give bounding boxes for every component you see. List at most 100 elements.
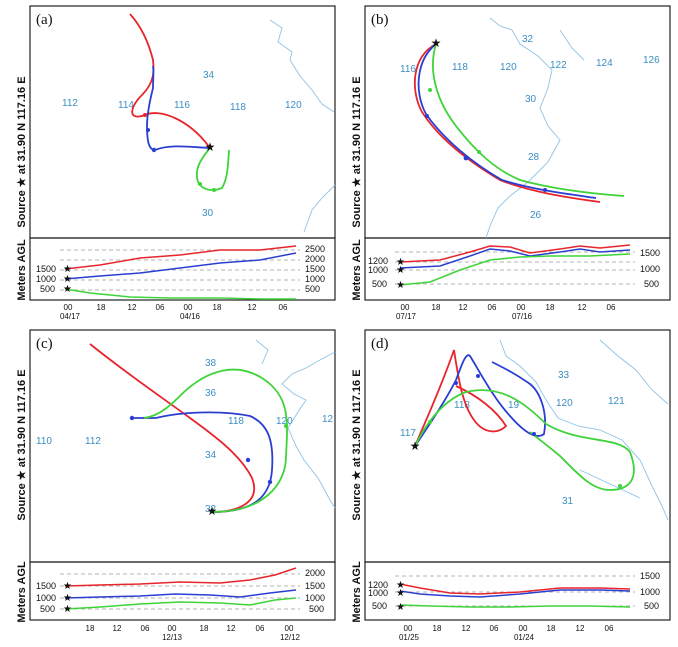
panel-d-height-frame	[364, 561, 671, 621]
panel-b-grid-label: 28	[528, 152, 540, 163]
panel-d-height-axis-label: Meters AGL	[351, 561, 363, 623]
panel-c: (c) Source ★ at 31.90 N 117.16 E Meters …	[16, 329, 336, 642]
panel-c-time-tick: 06	[141, 624, 150, 633]
panel-c-grid-label: 12	[322, 414, 334, 425]
panel-c-height-right-label: 500	[309, 604, 324, 614]
panel-b-grid-label: 30	[525, 94, 537, 105]
panel-a-grid-label: 116	[174, 100, 190, 111]
panel-d: (d) Source ★ at 31.90 N 117.16 E Meters …	[351, 329, 671, 642]
panel-b-source-star-icon: ★	[431, 36, 442, 50]
panel-a-time-tick: 12	[128, 303, 137, 312]
panel-c-grid-label: 36	[205, 388, 217, 399]
panel-a-time-tick: 00	[64, 303, 73, 312]
panel-d-time-tick: 00	[404, 624, 413, 633]
panel-d-height-plot: 1200 1000 500 ★ ★ ★ 1500 1000 500	[368, 571, 660, 613]
panel-c-height-frame	[29, 561, 336, 621]
panel-c-time-tick: 06	[256, 624, 265, 633]
panel-a-height-axis-label: Meters AGL	[16, 239, 28, 301]
panel-b-date-label: 07/16	[512, 312, 533, 321]
panel-a-height-frame	[29, 237, 336, 301]
panel-a: (a) Source ★ at 31.90 N 117.16 E Meters …	[16, 5, 336, 321]
panel-a-height-left-label: 1000	[36, 274, 56, 284]
panel-a-time-tick: 18	[97, 303, 106, 312]
panel-d-grid-label: 31	[562, 496, 574, 507]
panel-d-blue-trajectory	[414, 354, 546, 447]
panel-d-height-left-label: 500	[372, 601, 387, 611]
panel-d-grid-label: 118	[454, 400, 470, 411]
panel-d-time-tick: 18	[433, 624, 442, 633]
panel-a-height-plot: 1500 1000 500 ★ ★ ★ 2500 2000 1500 1000 …	[36, 244, 325, 300]
svg-text:★: ★	[396, 265, 405, 276]
panel-a-green-trajectory	[195, 147, 230, 191]
panel-c-date-label: 12/12	[280, 633, 301, 642]
panel-d-height-right-label: 1500	[640, 571, 660, 581]
panel-d-time-tick: 18	[547, 624, 556, 633]
panel-c-height-right-label: 2000	[305, 568, 325, 578]
panel-a-letter: (a)	[36, 12, 53, 28]
panel-d-grid-label: 33	[558, 370, 570, 381]
panel-a-grid-label: 118	[230, 102, 246, 113]
svg-text:★: ★	[63, 284, 72, 295]
panel-c-height-axis-label: Meters AGL	[16, 561, 28, 623]
panel-d-date-label: 01/25	[399, 633, 420, 642]
panel-b-grid-label: 124	[596, 58, 613, 69]
panel-b-time-tick: 12	[578, 303, 587, 312]
svg-text:★: ★	[63, 264, 72, 275]
panel-b-time-tick: 18	[432, 303, 441, 312]
panel-a-grid-label: 30	[202, 208, 214, 219]
panel-b-grid-label: 118	[452, 62, 468, 73]
panel-c-grid-label: 32	[205, 504, 217, 515]
panel-c-time-tick: 12	[113, 624, 122, 633]
panel-c-grid-label: 112	[85, 436, 101, 447]
panel-a-time-tick: 06	[156, 303, 165, 312]
panel-a-grid-label: 34	[203, 70, 215, 81]
panel-b-grid-label: 32	[522, 34, 534, 45]
panel-d-height-right-label: 1000	[640, 587, 660, 597]
panel-a-trajectories: ★	[129, 13, 230, 192]
panel-b-grid-label: 120	[500, 62, 517, 73]
panel-b-height-left-label: 500	[372, 279, 387, 289]
svg-text:★: ★	[396, 588, 405, 599]
panel-c-map-frame	[29, 329, 336, 563]
panel-a-height-right-label: 2000	[305, 254, 325, 264]
panel-d-height-left-label: 1200	[368, 580, 388, 590]
panel-c-height-right-label: 1000	[305, 593, 325, 603]
panel-c-trajectories: ★	[89, 343, 288, 518]
panel-d-time-tick: 12	[462, 624, 471, 633]
panel-c-height-plot: 1500 1000 500 ★ ★ ★ 2000 1500 1000 500	[36, 567, 325, 615]
panel-b-grid-label: 126	[643, 55, 660, 66]
panel-a-grid-label: 120	[285, 100, 302, 111]
panel-b-green-trajectory	[432, 43, 625, 197]
panel-c-red-trajectory	[89, 343, 255, 513]
panel-d-source-star-icon: ★	[410, 439, 421, 453]
panel-b-time-tick: 18	[546, 303, 555, 312]
panel-b-time-tick: 06	[488, 303, 497, 312]
panel-d-time-tick: 06	[605, 624, 614, 633]
panel-c-time-tick: 00	[285, 624, 294, 633]
panel-c-blue-trajectory	[132, 411, 274, 513]
panel-d-green-trajectory	[414, 389, 635, 491]
panel-b-red-trajectory	[413, 43, 601, 203]
panel-c-time-tick: 12	[227, 624, 236, 633]
panel-d-source-label: Source ★ at 31.90 N 117.16 E	[351, 369, 363, 520]
panel-c-letter: (c)	[36, 336, 53, 352]
panel-b-grid-label: 122	[550, 60, 567, 71]
panel-b-height-frame	[364, 237, 671, 301]
panel-a-grid-label: 112	[62, 98, 78, 109]
panel-c-time-tick: 18	[86, 624, 95, 633]
panel-b: (b) Source ★ at 31.90 N 117.16 E Meters …	[351, 5, 671, 321]
panel-b-time-tick: 00	[401, 303, 410, 312]
panel-b-map-frame	[364, 5, 671, 239]
svg-text:★: ★	[396, 280, 405, 291]
panel-c-date-label: 12/13	[162, 633, 183, 642]
panel-d-red-trajectory	[414, 349, 508, 447]
panel-a-source-label: Source ★ at 31.90 N 117.16 E	[16, 76, 28, 227]
svg-text:★: ★	[63, 604, 72, 615]
panel-b-height-axis-label: Meters AGL	[351, 239, 363, 301]
panel-d-grid-label: 121	[608, 396, 625, 407]
panel-b-letter: (b)	[371, 12, 389, 28]
svg-text:★: ★	[63, 274, 72, 285]
panel-a-height-right-label: 1000	[305, 274, 325, 284]
panel-d-height-left-label: 1000	[368, 588, 388, 598]
